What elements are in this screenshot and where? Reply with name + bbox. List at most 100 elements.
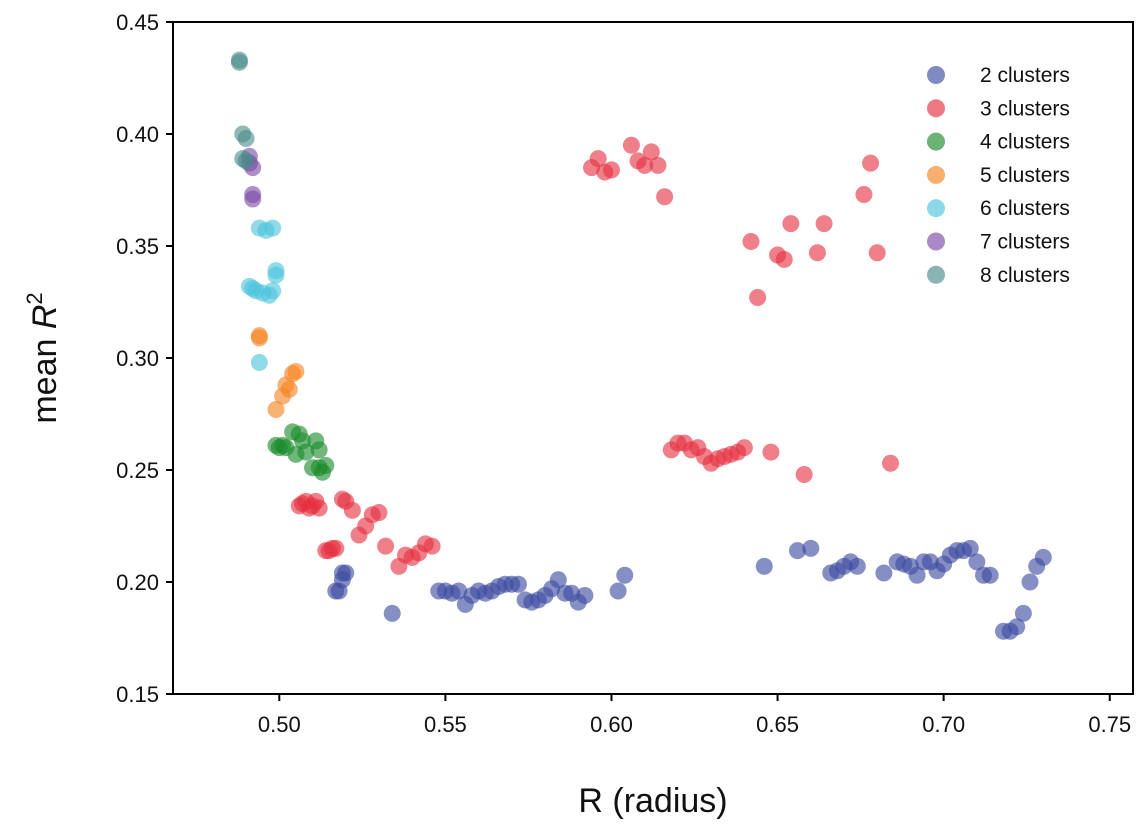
legend-label: 4 clusters: [980, 131, 1070, 154]
data-point: [868, 244, 886, 262]
legend-label: 7 clusters: [980, 231, 1070, 254]
y-tick-label: 0.20: [116, 570, 159, 595]
data-point: [609, 582, 627, 600]
legend-label: 6 clusters: [980, 197, 1070, 220]
data-point: [549, 571, 567, 589]
plot-frame: [172, 21, 1134, 695]
data-point: [237, 129, 255, 147]
legend: 2 clusters 3 clusters 4 clusters 5 clusters…: [927, 64, 1070, 287]
legend-marker: [927, 265, 945, 284]
data-point: [1008, 618, 1026, 636]
data-point: [264, 282, 282, 300]
data-point: [981, 566, 999, 584]
data-point: [848, 557, 866, 575]
data-point: [509, 575, 527, 593]
x-tick-label: 0.55: [424, 712, 467, 737]
data-point: [968, 553, 986, 571]
data-point: [250, 353, 268, 371]
data-point: [317, 457, 335, 475]
data-point: [287, 362, 305, 380]
x-tick-label: 0.65: [756, 712, 799, 737]
series-4-clusters: [267, 423, 335, 481]
data-point: [310, 441, 328, 459]
data-point: [280, 380, 298, 398]
series-8-clusters: [230, 51, 255, 170]
legend-label: 3 clusters: [980, 97, 1070, 120]
data-point: [383, 604, 401, 622]
data-point: [749, 289, 767, 307]
data-point: [337, 564, 355, 582]
y-axis-title-sup: 2: [22, 292, 47, 304]
data-point: [343, 501, 361, 519]
y-tick-label: 0.40: [116, 122, 159, 147]
legend-label: 8 clusters: [980, 264, 1070, 287]
x-tick-label: 0.60: [590, 712, 633, 737]
axes: 0.50 0.55 0.60 0.65 0.70 0.75 0.15 0.20 0.25 0.30…: [116, 10, 1134, 737]
data-point: [1021, 573, 1039, 591]
data-point: [961, 539, 979, 557]
data-point: [230, 53, 248, 71]
data-point: [855, 185, 873, 203]
data-point: [656, 188, 674, 206]
data-point: [327, 539, 345, 557]
series-3-clusters: [290, 136, 900, 575]
legend-marker: [927, 132, 945, 151]
data-point: [297, 443, 315, 461]
y-tick-label: 0.35: [116, 234, 159, 259]
data-point: [250, 329, 268, 347]
data-point: [1014, 604, 1032, 622]
legend-label: 5 clusters: [980, 164, 1070, 187]
data-point: [377, 537, 395, 555]
data-point: [622, 136, 640, 154]
data-point: [755, 557, 773, 575]
data-point: [602, 161, 620, 179]
series-6-clusters: [240, 219, 285, 371]
data-point: [423, 537, 441, 555]
y-tick-label: 0.15: [116, 682, 159, 707]
data-point: [808, 244, 826, 262]
y-tick-label: 0.25: [116, 458, 159, 483]
data-point: [267, 401, 285, 419]
legend-marker: [927, 66, 945, 84]
y-axis-title-main: mean: [26, 329, 64, 424]
data-point: [775, 250, 793, 268]
y-axis-title: mean R2: [22, 292, 64, 423]
y-axis-title-var: R: [26, 305, 64, 330]
legend-marker: [927, 232, 945, 251]
data-point: [862, 154, 880, 172]
data-point: [310, 499, 328, 517]
legend-label: 2 clusters: [980, 64, 1070, 87]
data-point: [370, 504, 388, 522]
data-point: [1034, 548, 1052, 566]
y-tick-label: 0.45: [116, 10, 159, 35]
data-point: [264, 219, 282, 237]
data-point: [795, 465, 813, 483]
y-tick-label: 0.30: [116, 346, 159, 371]
data-point: [237, 152, 255, 170]
x-tick-label: 0.50: [258, 712, 301, 737]
series-5-clusters: [250, 327, 305, 419]
data-point: [576, 586, 594, 604]
data-point: [589, 150, 607, 168]
data-point: [815, 215, 833, 233]
data-point: [267, 262, 285, 280]
data-point: [762, 443, 780, 461]
legend-marker: [927, 165, 945, 184]
data-point: [636, 156, 654, 174]
data-point: [735, 439, 753, 457]
legend-marker: [927, 199, 945, 218]
data-point: [742, 233, 760, 251]
data-point: [616, 566, 634, 584]
data-point: [244, 190, 262, 208]
data-point: [908, 566, 926, 584]
x-tick-label: 0.70: [922, 712, 965, 737]
data-points: [230, 51, 1052, 640]
data-point: [875, 564, 893, 582]
data-point: [450, 582, 468, 600]
data-point: [882, 454, 900, 472]
data-point: [802, 539, 820, 557]
data-point: [649, 156, 667, 174]
series-2-clusters: [327, 539, 1052, 640]
legend-marker: [927, 99, 945, 118]
data-point: [788, 542, 806, 560]
